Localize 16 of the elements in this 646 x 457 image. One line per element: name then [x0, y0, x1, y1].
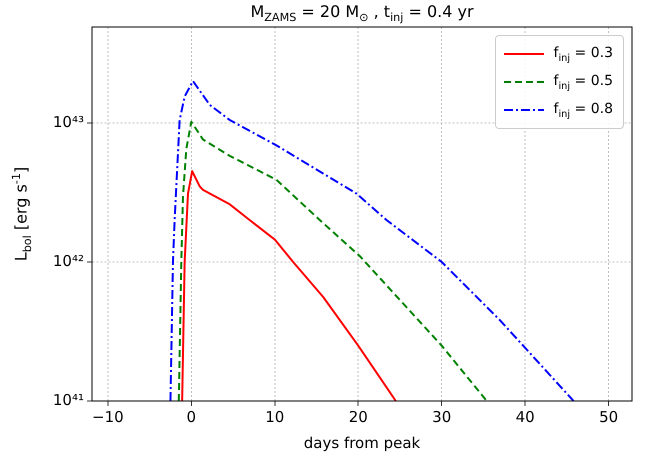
x-tick-label: 10 — [265, 408, 284, 426]
x-tick-label: 50 — [599, 408, 618, 426]
x-tick-label: −10 — [92, 408, 124, 426]
x-tick-label: 20 — [348, 408, 368, 426]
legend-label: f$_{inj}$ = 0.3 — [554, 44, 613, 64]
y-tick-label: 10⁴¹ — [52, 390, 84, 409]
chart-title: M$_{ZAMS}$ = 20 M$_{⊙}$ , t$_{inj}$ = 0.4 yr — [249, 2, 475, 24]
y-tick-label: 10⁴² — [52, 252, 84, 270]
x-tick-label: 30 — [432, 408, 452, 426]
line-series — [178, 120, 488, 401]
y-tick-label: 10⁴³ — [52, 112, 84, 131]
x-tick-label: 0 — [186, 408, 196, 426]
legend-label: f$_{inj}$ = 0.5 — [554, 72, 613, 92]
legend-label: f$_{inj}$ = 0.8 — [554, 100, 613, 120]
x-axis-title: days from peak — [304, 434, 421, 452]
x-tick-label: 40 — [516, 408, 535, 426]
